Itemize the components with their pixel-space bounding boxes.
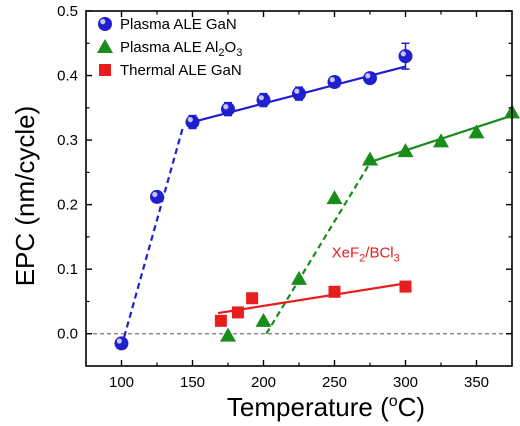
series-3-fit-line-1 [217, 282, 406, 315]
annotation-sub-a: 2 [359, 253, 365, 265]
x-axis-title-main: Temperature ( [227, 392, 389, 422]
series-2-point-6 [397, 143, 414, 158]
series-2-point-2 [255, 312, 272, 327]
series-3-point-3 [246, 292, 259, 305]
series-1-fit-line-1 [120, 128, 184, 347]
series-2-point-4 [326, 190, 343, 205]
series-1-point-7-body [327, 75, 342, 89]
legend-label-1: Plasma ALE GaN [120, 16, 237, 33]
legend-label-3-main: Thermal ALE GaN [120, 62, 242, 79]
legend-label-2-main: Plasma ALE Al [120, 39, 218, 56]
series-1-point-5-body [256, 93, 271, 108]
x-tick-label-300: 300 [393, 374, 418, 391]
legend-label-3: Thermal ALE GaN [120, 62, 242, 79]
y-tick-label-2: 0.2 [57, 197, 78, 214]
series-1-point-6-highlight [294, 88, 300, 94]
y-tick-label-0: 0.0 [57, 326, 78, 343]
series-3-point-2 [231, 306, 244, 319]
legend-label-2-end: O [225, 39, 237, 56]
series-1-point-6-body [292, 86, 306, 101]
series-2-point-1 [220, 327, 236, 342]
series-1-point-7-highlight [329, 77, 335, 83]
series-1-point-8-body [363, 71, 377, 86]
series-1-point-9 [398, 49, 413, 64]
x-tick-label-350: 350 [464, 374, 489, 391]
legend-marker-2 [97, 39, 113, 53]
series-1-point-8 [363, 71, 377, 86]
y-tick-label-4: 0.4 [57, 68, 78, 85]
series-2-point-3 [291, 270, 307, 285]
series-1-point-3-highlight [187, 117, 193, 123]
series-1-point-1 [114, 336, 129, 351]
legend-marker-1 [98, 17, 112, 31]
x-tick-label-250: 250 [322, 374, 347, 391]
series-1-point-9-body [398, 49, 413, 64]
series-1-point-3 [185, 115, 200, 130]
legend-label-1-main: Plasma ALE GaN [120, 16, 237, 33]
annotation-part-b: /BCl [365, 245, 393, 262]
series-1-point-2 [150, 189, 164, 204]
series-2-point-8 [468, 124, 485, 139]
series-1-point-5 [256, 93, 271, 108]
series-1-point-3-body [185, 115, 200, 130]
y-tick-label-1: 0.1 [57, 261, 78, 278]
x-tick-label-150: 150 [180, 374, 205, 391]
xef2-bcl3-annotation: XeF2/BCl3 [332, 245, 400, 265]
series-1-point-2-body [150, 189, 164, 204]
series-2-point-7 [433, 133, 449, 148]
annotation-sub-b: 3 [394, 253, 400, 265]
series-3-point-5 [399, 280, 412, 293]
y-tick-label-3: 0.3 [57, 132, 78, 149]
series-3-point-4 [328, 285, 341, 298]
y-tick-label-5: 0.5 [57, 3, 78, 20]
legend-marker-1-highlight [100, 19, 106, 25]
series-1-point-4 [221, 102, 235, 117]
legend-marker-3 [99, 64, 111, 76]
series-1-point-2-highlight [152, 191, 158, 198]
x-tick-label-200: 200 [251, 374, 276, 391]
series-1-point-6 [292, 86, 306, 101]
x-tick-label-100: 100 [109, 374, 134, 391]
x-axis-title-end: C) [398, 392, 425, 422]
plot-area [86, 42, 520, 351]
series-1-point-8-highlight [365, 73, 371, 79]
series-1-point-4-highlight [223, 104, 229, 110]
legend: Plasma ALE GaN Plasma ALE Al2O3 Thermal AL… [97, 16, 242, 79]
legend-label-2-sub2: 3 [236, 47, 242, 59]
y-axis-title: EPC (nm/cycle) [10, 106, 40, 287]
axes: 100 150 200 250 300 350 0.0 0.1 0.2 0.3 0.4 0.5 [57, 3, 513, 391]
series-1-point-9-highlight [400, 51, 406, 57]
series-1-point-5-highlight [258, 95, 264, 101]
series-2-fit-line-1 [265, 157, 374, 335]
series-1-point-1-highlight [116, 338, 122, 344]
x-axis-title-superscript: o [389, 393, 398, 410]
annotation-part-a: XeF [332, 245, 360, 262]
series-3-point-1 [214, 314, 227, 327]
series-1-point-7 [327, 75, 342, 89]
legend-label-2-sub: 2 [218, 47, 224, 59]
legend-marker-1-body [98, 17, 112, 31]
series-1-point-1-body [114, 336, 129, 351]
series-1-point-4-body [221, 102, 235, 117]
series-2-point-5 [362, 151, 378, 166]
x-axis-title: Temperature (oC) [227, 392, 425, 422]
legend-label-2: Plasma ALE Al2O3 [120, 39, 242, 59]
